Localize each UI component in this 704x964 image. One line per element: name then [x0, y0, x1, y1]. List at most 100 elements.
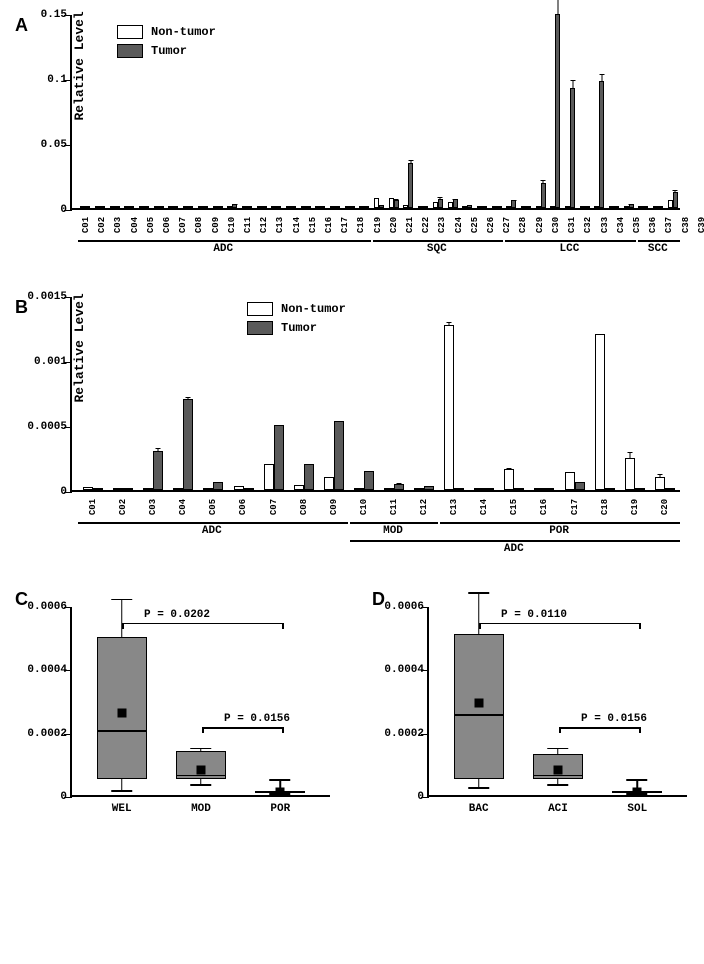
whisker-top [121, 599, 123, 637]
x-label: C38 [681, 217, 691, 233]
y-tick-label: 0.001 [17, 356, 67, 368]
p-value-line [122, 623, 282, 625]
y-tick-label: 0.0006 [369, 601, 424, 613]
x-label: C13 [276, 217, 286, 233]
y-tick-label: 0.0015 [17, 291, 67, 303]
bar-tumor [274, 425, 284, 490]
box-container: WELMODPOR [82, 607, 320, 795]
panel-c-chart: 00.00020.00040.0006WELMODPORP = 0.0202P … [70, 607, 337, 797]
bar-group [592, 81, 607, 208]
bar-tumor [575, 482, 585, 490]
x-label: C35 [632, 217, 642, 233]
y-tick-label: 0.15 [17, 9, 67, 21]
error-bar [449, 322, 450, 326]
mean-marker [276, 787, 285, 796]
y-tick-label: 0 [17, 486, 67, 498]
x-label: C33 [600, 217, 610, 233]
median-line [454, 714, 504, 716]
bar-group [533, 183, 548, 208]
bar-nontumor [324, 477, 334, 490]
x-label: C06 [162, 217, 172, 233]
error-bar [234, 204, 235, 205]
bar-group [401, 163, 416, 209]
bar-tumor [408, 163, 413, 209]
error-bar [557, 0, 558, 15]
panel-d-plot: 00.00020.00040.0006BACACISOLP = 0.0110P … [427, 607, 687, 797]
bar-group [349, 471, 379, 491]
y-tick-label: 0 [369, 791, 424, 803]
x-label: C02 [118, 492, 128, 522]
y-tick-label: 0.0002 [369, 728, 424, 740]
x-label: C31 [567, 217, 577, 233]
panel-b-plot: Non-tumor Tumor 00.00050.0010.0015C01C02… [70, 297, 680, 492]
bar-nontumor [444, 325, 454, 490]
p-value-tick [559, 727, 561, 733]
group-label: ADC [213, 243, 233, 255]
p-value-line [202, 727, 282, 729]
y-tick-label: 0.05 [17, 139, 67, 151]
x-label: C15 [308, 217, 318, 233]
bar-group [499, 469, 529, 490]
bar-tumor [183, 399, 193, 490]
boxplot: WEL [92, 607, 152, 795]
panel-d-chart: 00.00020.00040.0006BACACISOLP = 0.0110P … [427, 607, 694, 797]
x-label: C34 [616, 217, 626, 233]
bar-tumor [364, 471, 374, 491]
x-label: C16 [539, 492, 549, 522]
p-value-tick [122, 623, 124, 629]
x-label: C32 [583, 217, 593, 233]
boxplot: ACI [528, 607, 588, 795]
x-label: C29 [535, 217, 545, 233]
p-value-text: P = 0.0156 [581, 713, 647, 725]
panel-b-chart: Relative Level Non-tumor Tumor 00.00050.… [70, 297, 694, 492]
bar-group [386, 198, 401, 208]
group-line [373, 240, 504, 242]
error-bar [629, 452, 630, 459]
p-value-tick [639, 727, 641, 733]
bar-group [445, 199, 460, 208]
bar-tumor [570, 88, 575, 208]
x-label: C09 [211, 217, 221, 233]
y-tick-label: 0.0004 [369, 664, 424, 676]
error-bar [158, 448, 159, 452]
x-label: C07 [269, 492, 279, 522]
panel-d: D 00.00020.00040.0006BACACISOLP = 0.0110… [367, 589, 694, 797]
panel-a-chart: Relative Level Non-tumor Tumor 00.050.10… [70, 15, 694, 210]
p-value-line [559, 727, 639, 729]
bars-container [72, 15, 680, 208]
x-label: C04 [178, 492, 188, 522]
bar-group [431, 199, 446, 208]
x-label: C27 [502, 217, 512, 233]
error-bar [398, 483, 399, 484]
error-bar [455, 199, 456, 200]
y-tick-label: 0.0002 [12, 728, 67, 740]
box-x-label: POR [270, 803, 290, 815]
boxplot: POR [250, 607, 310, 795]
bar-group [319, 421, 349, 490]
median-line [97, 730, 147, 732]
p-value-tick [282, 623, 284, 629]
bar-group [289, 464, 319, 490]
mean-marker [474, 699, 483, 708]
bar-tumor [511, 200, 516, 208]
bar-tumor [334, 421, 344, 490]
y-tick-label: 0 [17, 204, 67, 216]
bar-nontumor [264, 464, 274, 490]
bar-group [504, 200, 519, 208]
panel-a: A Relative Level Non-tumor Tumor 00.050.… [10, 15, 694, 285]
whisker-bottom [478, 779, 480, 789]
panel-c-plot: 00.00020.00040.0006WELMODPORP = 0.0202P … [70, 607, 330, 797]
x-label: C24 [454, 217, 464, 233]
x-label: C19 [373, 217, 383, 233]
bar-group [590, 334, 620, 490]
group-label: POR [549, 525, 569, 537]
x-label: C22 [421, 217, 431, 233]
x-label: C11 [243, 217, 253, 233]
bar-tumor [599, 81, 604, 208]
p-value-tick [282, 727, 284, 733]
x-label: C07 [178, 217, 188, 233]
box-x-label: ACI [548, 803, 568, 815]
x-label: C21 [405, 217, 415, 233]
error-bar [410, 160, 411, 164]
bar-group [650, 477, 680, 490]
